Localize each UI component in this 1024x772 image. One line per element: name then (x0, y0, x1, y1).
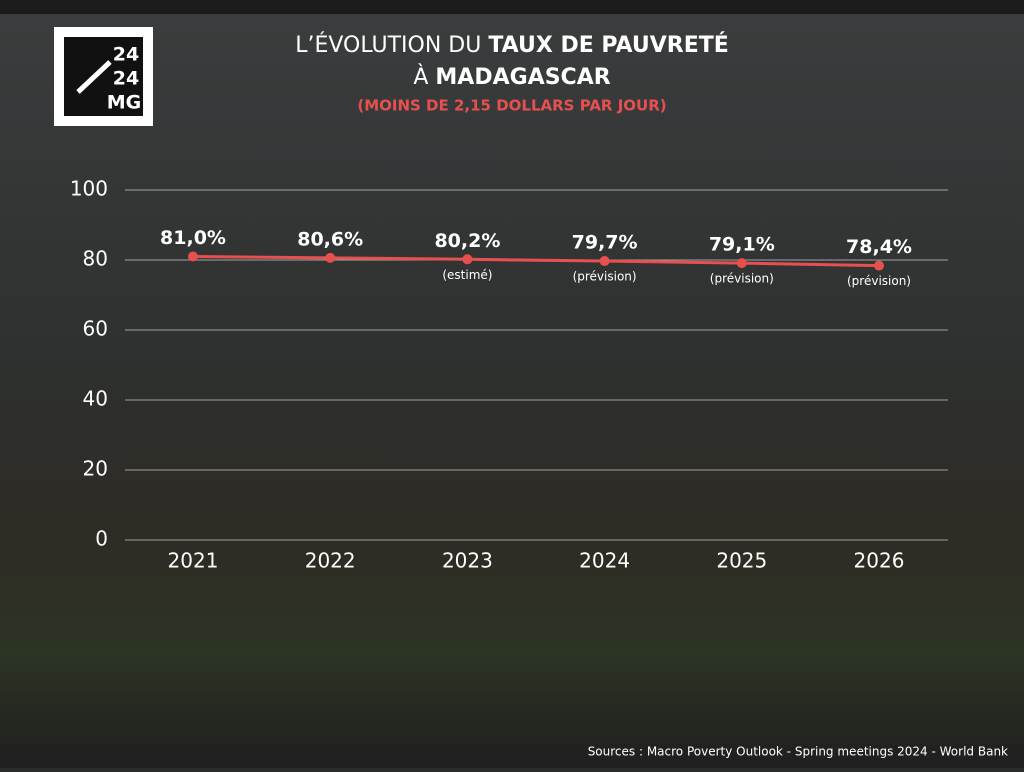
point (188, 251, 198, 262)
point (736, 258, 747, 269)
value-label: 79,7% (572, 232, 638, 254)
x-tick-label: 2022 (305, 549, 356, 573)
subtitle: (MOINS DE 2,15 DOLLARS PAR JOUR) (357, 97, 666, 115)
x-tick-label: 2023 (442, 549, 493, 573)
logo-text: MG (107, 92, 142, 114)
point-note: (prévision) (710, 272, 774, 286)
y-tick-label: 80 (83, 247, 108, 271)
point-note: (estimé) (442, 268, 492, 282)
line (192, 255, 880, 268)
y-tick-label: 100 (70, 177, 108, 201)
source: Sources : Macro Poverty Outlook - Spring… (588, 745, 1008, 759)
chart-title: À MADAGASCAR (413, 64, 610, 90)
value-label: 81,0% (160, 227, 226, 249)
top-band (0, 0, 1024, 14)
point-note: (prévision) (847, 274, 911, 288)
value-label: 79,1% (709, 234, 775, 256)
x-tick-label: 2024 (579, 549, 630, 573)
y-tick-label: 40 (83, 387, 108, 411)
y-tick-label: 60 (83, 317, 108, 341)
chart-title: L’ÉVOLUTION DU TAUX DE PAUVRETÉ (295, 32, 729, 58)
logo-text: 24 (113, 68, 139, 90)
title-part: MADAGASCAR (435, 65, 610, 90)
value-label: 80,6% (297, 228, 363, 250)
logo: 24 24 MG (54, 27, 153, 126)
y-tick-label: 0 (95, 527, 108, 551)
point (874, 260, 884, 271)
y-tick-label: 20 (83, 457, 108, 481)
point (599, 256, 610, 267)
title-part: À (413, 64, 428, 90)
title-part: TAUX DE PAUVRETÉ (488, 32, 728, 58)
title-part: L’ÉVOLUTION DU (295, 32, 481, 58)
point (462, 254, 473, 265)
x-tick-label: 2025 (716, 549, 767, 573)
x-tick-label: 2021 (168, 549, 219, 573)
value-label: 80,2% (434, 230, 500, 252)
point (325, 252, 336, 263)
logo-text: 24 (113, 44, 139, 66)
value-label: 78,4% (846, 236, 912, 258)
x-tick-label: 2026 (854, 549, 905, 573)
point-note: (prévision) (573, 270, 637, 284)
